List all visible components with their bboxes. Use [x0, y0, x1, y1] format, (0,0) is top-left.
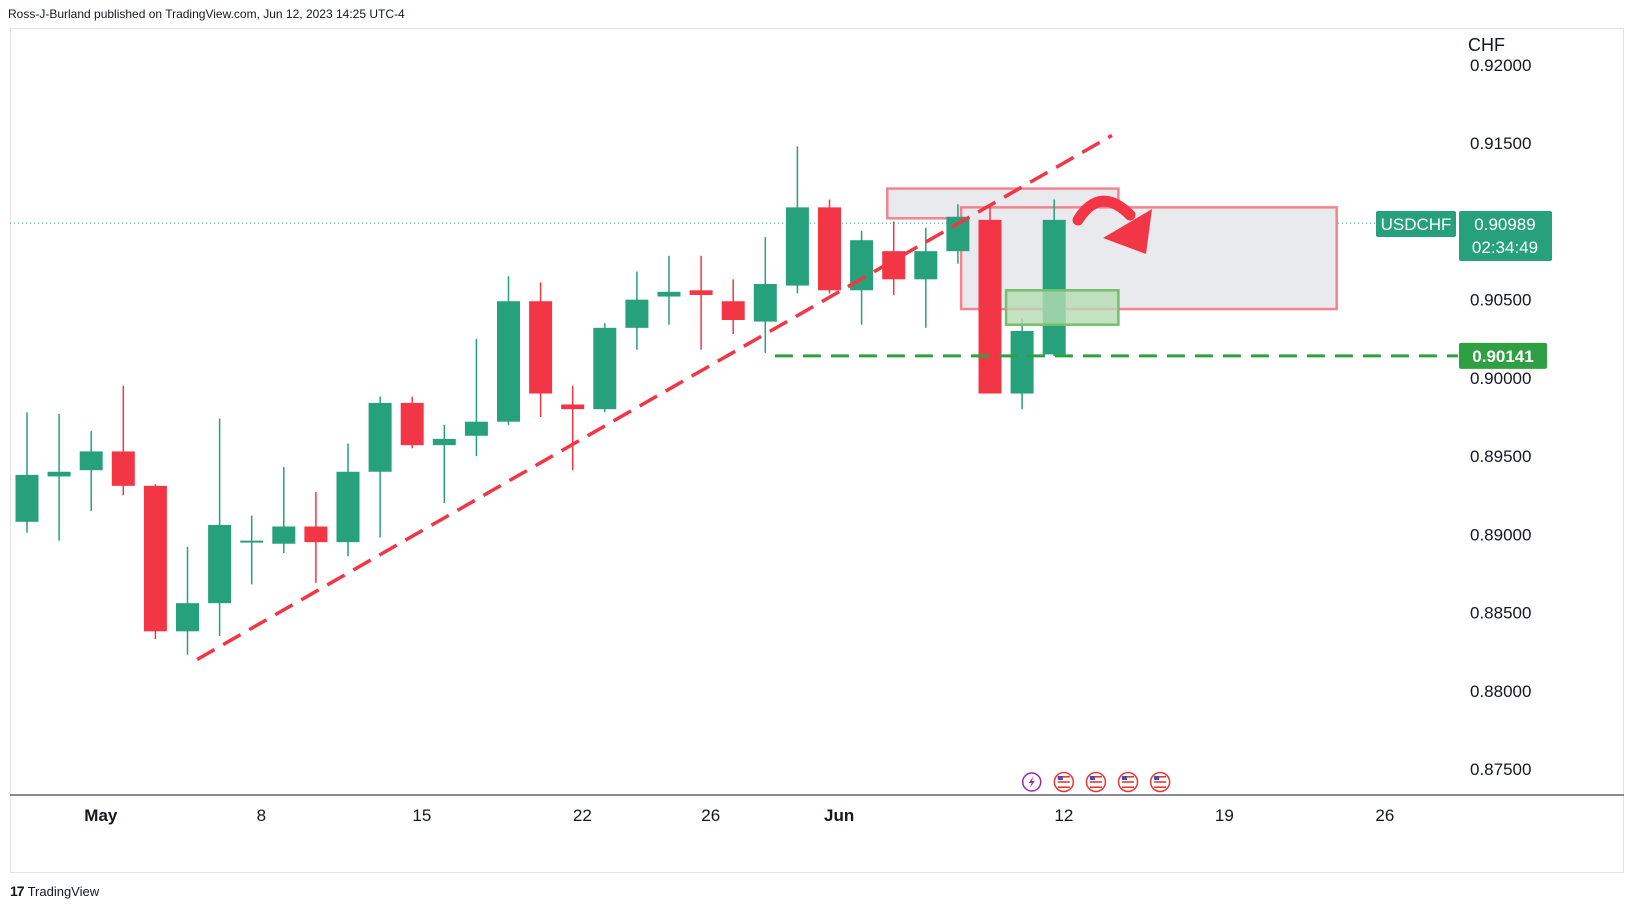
- candle-body: [176, 603, 199, 632]
- demand-zone: [1004, 289, 1120, 326]
- candle-body: [882, 251, 906, 280]
- currency-label: CHF: [1468, 35, 1505, 55]
- candle-body: [978, 219, 1002, 394]
- flag-canton: [1154, 776, 1160, 780]
- chart-frame: [10, 28, 1624, 873]
- time-tick-label: 15: [412, 806, 431, 825]
- candle-body: [304, 526, 328, 543]
- candle-body: [850, 240, 874, 291]
- price-tick-label: 0.90000: [1470, 369, 1531, 388]
- candle-body: [400, 402, 424, 446]
- flag-canton: [1089, 776, 1095, 780]
- price-tick-label: 0.89000: [1470, 525, 1531, 544]
- candle-body: [785, 207, 809, 286]
- arrow-head-icon: [1103, 209, 1152, 254]
- time-tick-label: 19: [1215, 806, 1234, 825]
- candle-body: [529, 301, 553, 394]
- candle-body: [208, 524, 232, 604]
- candle-body: [47, 471, 71, 477]
- support-badge: [1459, 342, 1547, 369]
- candle-body: [79, 451, 103, 471]
- price-axis[interactable]: 0.92000 0.91500 0.90500 0.90000 0.89500 0.890…: [1470, 56, 1531, 779]
- candle-body: [464, 421, 488, 436]
- last-price-label: 0.90989: [1474, 215, 1535, 234]
- time-tick-label: Jun: [824, 806, 854, 825]
- symbol-price-badge: USDCHF 0.90989 02:34:49: [1376, 211, 1552, 261]
- time-tick-label: May: [84, 806, 118, 825]
- candle-body: [368, 402, 392, 472]
- time-axis[interactable]: May 8 15 22 26 Jun 12 19 26: [10, 794, 1624, 825]
- time-tick-label: 26: [1375, 806, 1394, 825]
- price-tick-label: 0.89500: [1470, 447, 1531, 466]
- price-tick-label: 0.90500: [1470, 291, 1531, 310]
- candle-body: [1042, 219, 1066, 355]
- symbol-label: USDCHF: [1381, 215, 1452, 234]
- publisher-line: Ross-J-Burland published on TradingView.…: [8, 7, 405, 21]
- candle-body: [689, 290, 713, 295]
- time-tick-label: 12: [1054, 806, 1073, 825]
- countdown-label: 02:34:49: [1472, 238, 1538, 257]
- price-tick-label: 0.91500: [1470, 134, 1531, 153]
- candle-body: [753, 284, 777, 322]
- candle-body: [111, 451, 135, 486]
- rising-trendline: [196, 133, 1113, 662]
- flag-canton: [1122, 776, 1128, 780]
- candle-body: [272, 526, 296, 544]
- last-price-badge: [1459, 211, 1552, 261]
- event-markers: [1021, 771, 1171, 793]
- candle-body: [657, 291, 681, 297]
- candle-body: [593, 327, 617, 410]
- curved-arrow-icon: [1072, 195, 1136, 226]
- time-tick-label: 22: [573, 806, 592, 825]
- candle-body: [143, 485, 167, 632]
- candle-body: [336, 471, 360, 543]
- flag-canton: [1057, 776, 1063, 780]
- symbol-badge: [1376, 211, 1456, 237]
- candle-body: [1010, 330, 1034, 394]
- candle-body: [721, 301, 745, 321]
- candle-body: [818, 207, 841, 291]
- candle-body: [625, 299, 649, 328]
- price-tick-label: 0.88000: [1470, 682, 1531, 701]
- drawings-layer: [196, 133, 1458, 662]
- candle-body: [432, 438, 456, 446]
- footer-brand[interactable]: 17 TradingView: [10, 883, 99, 899]
- tradingview-logo-icon: 17: [10, 883, 25, 899]
- candle-body: [561, 404, 585, 410]
- candle-body: [15, 474, 39, 522]
- candle-body: [240, 540, 264, 543]
- brand-label: TradingView: [27, 883, 100, 899]
- price-tick-label: 0.88500: [1470, 604, 1531, 623]
- support-price-badge: 0.90141: [1459, 342, 1547, 369]
- price-tick-label: 0.92000: [1470, 56, 1531, 75]
- candle-body: [914, 251, 938, 280]
- lightning-bolt: [1028, 776, 1035, 788]
- time-tick-label: 8: [257, 806, 266, 825]
- support-price-label: 0.90141: [1472, 347, 1533, 366]
- price-tick-label: 0.87500: [1470, 760, 1531, 779]
- time-tick-label: 26: [701, 806, 720, 825]
- candle-body: [497, 301, 520, 422]
